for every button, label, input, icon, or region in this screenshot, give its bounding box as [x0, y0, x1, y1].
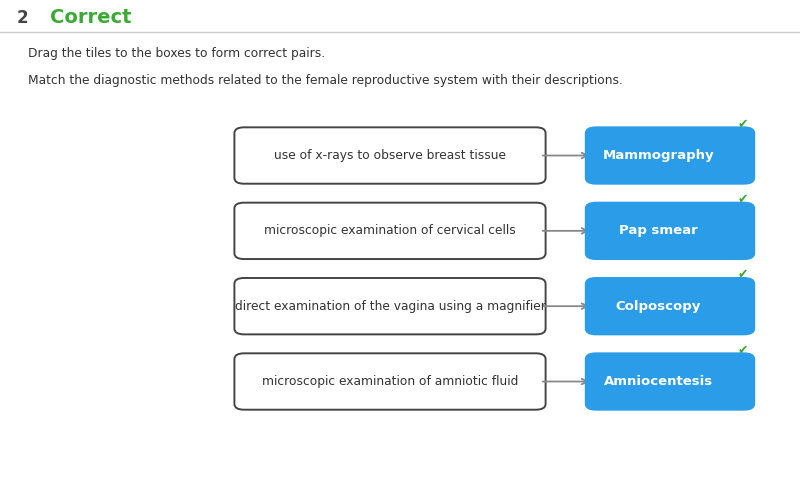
- Text: direct examination of the vagina using a magnifier: direct examination of the vagina using a…: [234, 300, 546, 312]
- Text: microscopic examination of amniotic fluid: microscopic examination of amniotic flui…: [262, 375, 518, 388]
- FancyBboxPatch shape: [585, 277, 755, 335]
- FancyBboxPatch shape: [585, 202, 755, 260]
- FancyBboxPatch shape: [234, 278, 546, 334]
- FancyBboxPatch shape: [234, 353, 546, 410]
- Text: Amniocentesis: Amniocentesis: [603, 375, 713, 388]
- Text: ✔: ✔: [737, 193, 748, 206]
- Text: ✔: ✔: [737, 118, 748, 131]
- FancyBboxPatch shape: [585, 352, 755, 411]
- Text: Drag the tiles to the boxes to form correct pairs.: Drag the tiles to the boxes to form corr…: [28, 47, 325, 60]
- Text: Colposcopy: Colposcopy: [615, 300, 701, 312]
- Text: Pap smear: Pap smear: [618, 225, 698, 237]
- FancyBboxPatch shape: [585, 126, 755, 185]
- Text: use of x-rays to observe breast tissue: use of x-rays to observe breast tissue: [274, 149, 506, 162]
- Text: Mammography: Mammography: [602, 149, 714, 162]
- Text: microscopic examination of cervical cells: microscopic examination of cervical cell…: [264, 225, 516, 237]
- Text: Match the diagnostic methods related to the female reproductive system with thei: Match the diagnostic methods related to …: [28, 74, 623, 87]
- FancyBboxPatch shape: [234, 203, 546, 259]
- FancyBboxPatch shape: [234, 127, 546, 184]
- Text: 2: 2: [17, 9, 28, 27]
- Text: ✔: ✔: [737, 344, 748, 357]
- Text: ✔: ✔: [737, 268, 748, 281]
- Text: Correct: Correct: [50, 8, 131, 28]
